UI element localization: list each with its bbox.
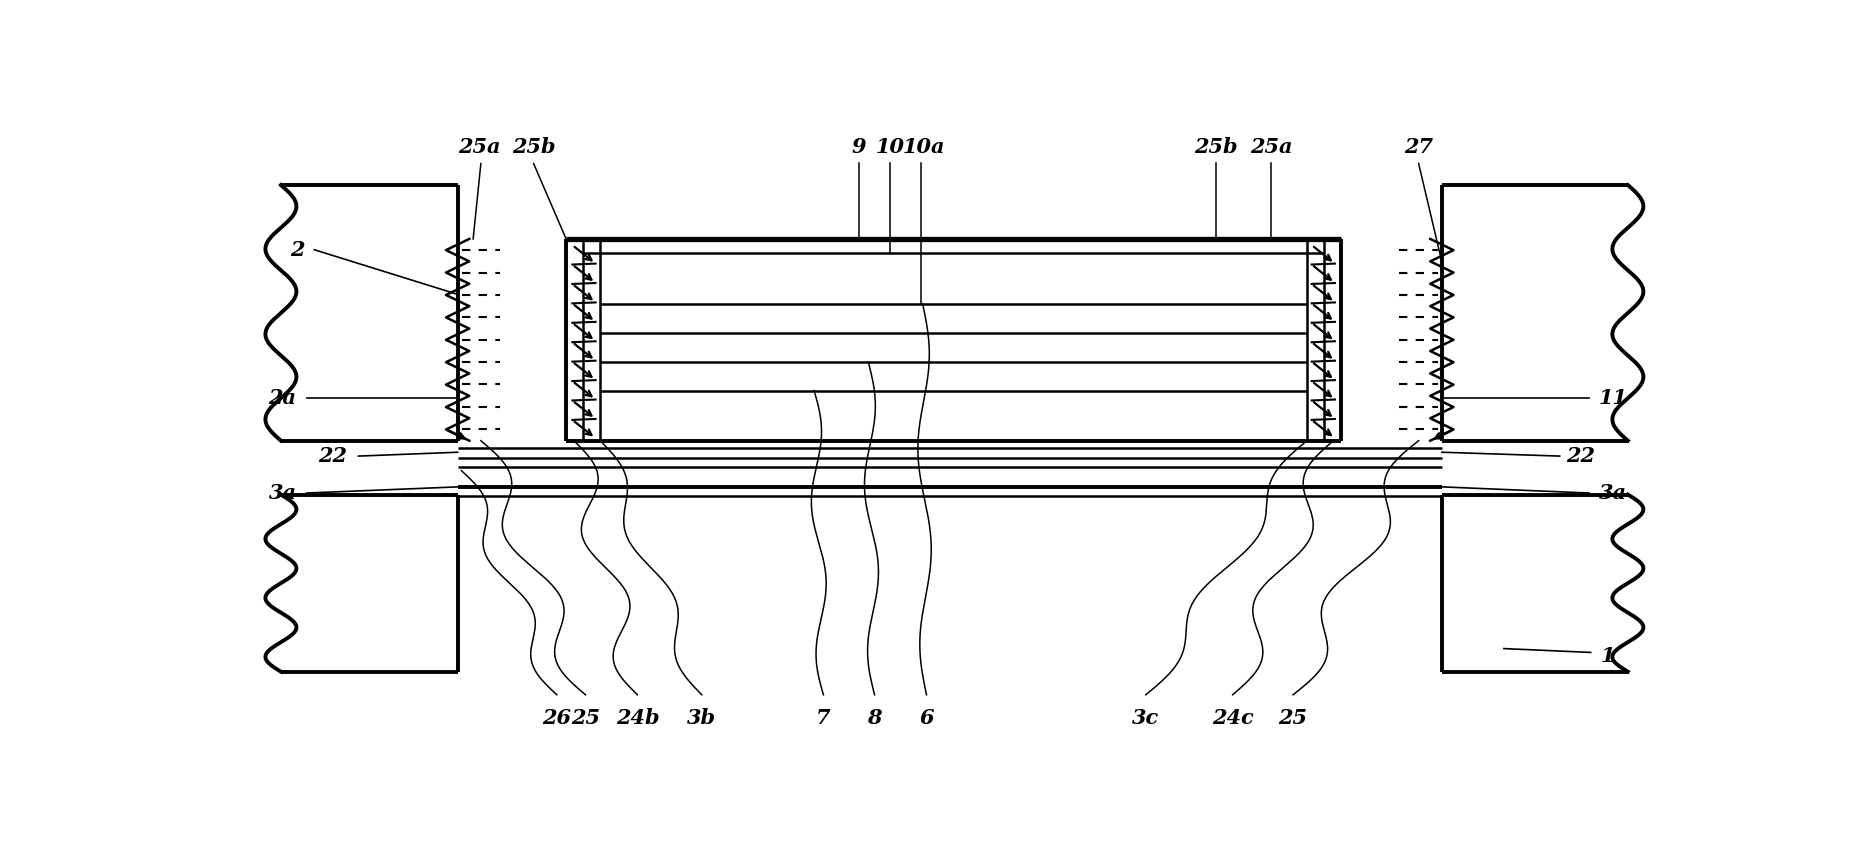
Text: 10: 10 bbox=[876, 137, 905, 156]
Text: 8: 8 bbox=[868, 708, 881, 728]
Text: 1: 1 bbox=[1600, 646, 1615, 666]
Text: 9: 9 bbox=[851, 137, 866, 156]
Polygon shape bbox=[265, 185, 458, 441]
Text: 25a: 25a bbox=[458, 137, 501, 156]
Text: 2a: 2a bbox=[268, 388, 296, 408]
Text: 3c: 3c bbox=[1133, 708, 1159, 728]
Text: 22: 22 bbox=[319, 446, 348, 466]
Text: 3a: 3a bbox=[1598, 483, 1626, 503]
Polygon shape bbox=[265, 495, 458, 672]
Text: 2: 2 bbox=[289, 239, 304, 260]
Text: 3a: 3a bbox=[268, 483, 296, 503]
Text: 3b: 3b bbox=[687, 708, 715, 728]
Text: 7: 7 bbox=[816, 708, 831, 728]
Text: 6: 6 bbox=[918, 708, 933, 728]
Text: 22: 22 bbox=[1567, 446, 1595, 466]
Text: 25: 25 bbox=[570, 708, 600, 728]
Text: 26: 26 bbox=[542, 708, 572, 728]
Text: 10a: 10a bbox=[904, 137, 945, 156]
Text: 24c: 24c bbox=[1211, 708, 1254, 728]
Text: 25a: 25a bbox=[1250, 137, 1293, 156]
Text: 11: 11 bbox=[1598, 388, 1628, 408]
Text: 24b: 24b bbox=[615, 708, 660, 728]
Text: 27: 27 bbox=[1405, 137, 1433, 156]
Polygon shape bbox=[1442, 185, 1643, 441]
Text: 25b: 25b bbox=[512, 137, 555, 156]
Text: 25b: 25b bbox=[1194, 137, 1237, 156]
Polygon shape bbox=[1442, 495, 1643, 672]
Text: 25: 25 bbox=[1278, 708, 1308, 728]
